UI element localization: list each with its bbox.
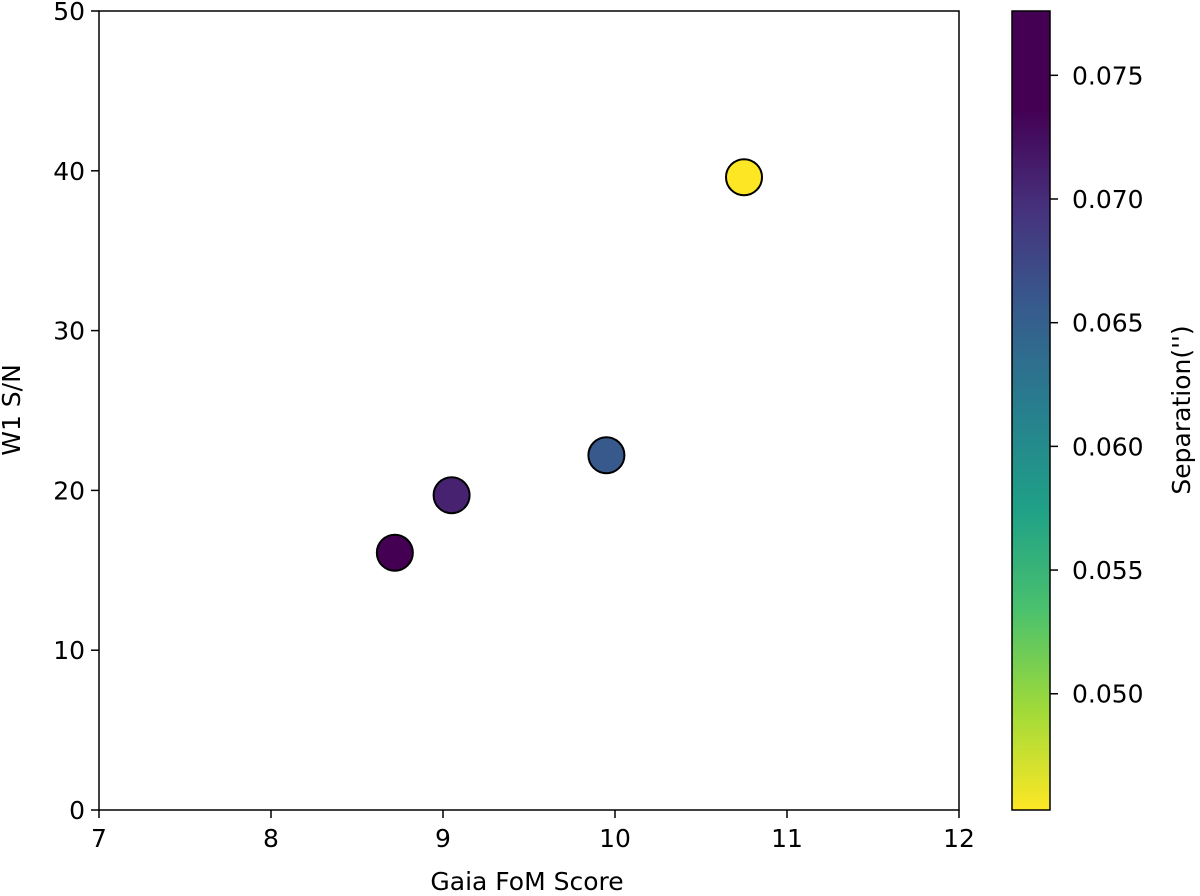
scatter-point: [432, 476, 471, 515]
y-tick-label: 20: [53, 476, 85, 505]
colorbar-tick-label: 0.070: [1072, 185, 1144, 214]
x-tick-label: 9: [435, 824, 451, 853]
y-tick-label: 0: [69, 796, 85, 825]
colorbar-tick-label: 0.075: [1072, 61, 1144, 90]
x-tick-label: 8: [263, 824, 279, 853]
y-tick-label: 40: [53, 157, 85, 186]
colorbar-tick-label: 0.060: [1072, 432, 1144, 461]
y-tick-label: 30: [53, 317, 85, 346]
x-axis-label: Gaia FoM Score: [430, 867, 623, 896]
colorbar-frame: [1011, 10, 1051, 811]
scatter-point: [587, 436, 626, 475]
x-axis-ticks: 7 8 9 10 11 12: [91, 810, 975, 853]
x-tick-label: 7: [91, 824, 107, 853]
colorbar-tick-label: 0.055: [1072, 556, 1144, 585]
points-layer: [375, 158, 763, 572]
colorbar-tick-label: 0.050: [1072, 680, 1144, 709]
colorbar-ticks: 0.050 0.055 0.060 0.065 0.070 0.075: [1050, 61, 1144, 709]
scatter-point: [375, 533, 414, 572]
colorbar-gradient: [1012, 11, 1050, 810]
colorbar-label: Separation(''): [1167, 325, 1196, 494]
x-tick-label: 11: [771, 824, 803, 853]
x-tick-label: 10: [599, 824, 631, 853]
y-axis-label: W1 S/N: [0, 364, 26, 456]
y-tick-label: 10: [53, 636, 85, 665]
x-tick-label: 12: [943, 824, 975, 853]
colorbar: 0.050 0.055 0.060 0.065 0.070 0.075 Separatio…: [1011, 10, 1196, 811]
colorbar-tick-label: 0.065: [1072, 309, 1144, 338]
y-axis-ticks: 0 10 20 30 40 50: [53, 0, 99, 825]
plot-frame: [98, 10, 960, 811]
scatter-point: [725, 158, 763, 197]
y-tick-label: 50: [53, 0, 85, 26]
plot-area: [98, 10, 960, 811]
